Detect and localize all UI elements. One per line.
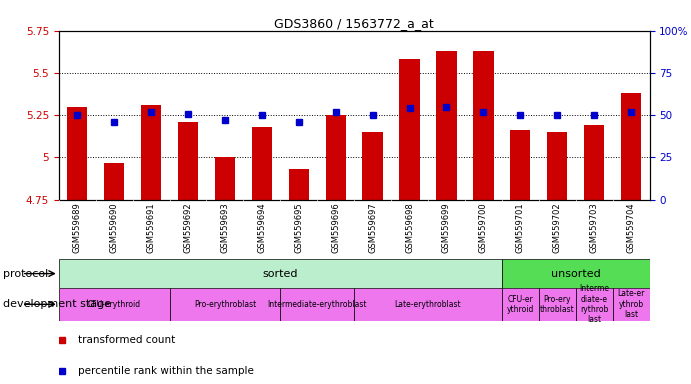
Bar <box>281 288 354 321</box>
Bar <box>104 162 124 200</box>
Text: development stage: development stage <box>3 299 111 310</box>
Text: unsorted: unsorted <box>551 268 600 279</box>
Title: GDS3860 / 1563772_a_at: GDS3860 / 1563772_a_at <box>274 17 434 30</box>
Bar <box>502 259 650 288</box>
Bar <box>473 51 493 200</box>
Bar <box>289 169 309 200</box>
Bar <box>510 131 531 200</box>
Bar <box>502 288 539 321</box>
Bar <box>621 93 641 200</box>
Bar <box>576 288 613 321</box>
Text: Late-erythroblast: Late-erythroblast <box>395 300 462 309</box>
Text: CFU-er
ythroid: CFU-er ythroid <box>507 295 534 314</box>
Bar <box>178 122 198 200</box>
Text: GSM559689: GSM559689 <box>73 203 82 253</box>
Text: GSM559701: GSM559701 <box>515 203 524 253</box>
Text: CFU-erythroid: CFU-erythroid <box>88 300 141 309</box>
Text: GSM559690: GSM559690 <box>110 203 119 253</box>
Text: GSM559700: GSM559700 <box>479 203 488 253</box>
Bar <box>325 115 346 200</box>
Bar <box>539 288 576 321</box>
Text: GSM559698: GSM559698 <box>405 203 414 253</box>
Text: percentile rank within the sample: percentile rank within the sample <box>78 366 254 376</box>
Text: Pro-erythroblast: Pro-erythroblast <box>193 300 256 309</box>
Text: GSM559697: GSM559697 <box>368 203 377 253</box>
Text: GSM559691: GSM559691 <box>146 203 155 253</box>
Text: GSM559694: GSM559694 <box>257 203 266 253</box>
Bar <box>169 288 281 321</box>
Bar <box>59 259 502 288</box>
Text: GSM559692: GSM559692 <box>184 203 193 253</box>
Text: GSM559693: GSM559693 <box>220 203 229 253</box>
Text: GSM559704: GSM559704 <box>627 203 636 253</box>
Bar <box>252 127 272 200</box>
Bar <box>613 288 650 321</box>
Bar <box>215 157 235 200</box>
Text: Late-er
ythrob
last: Late-er ythrob last <box>617 290 645 319</box>
Bar <box>59 288 169 321</box>
Text: sorted: sorted <box>263 268 298 279</box>
Bar <box>67 107 87 200</box>
Text: GSM559702: GSM559702 <box>553 203 562 253</box>
Bar <box>584 125 605 200</box>
Bar <box>354 288 502 321</box>
Bar <box>141 105 161 200</box>
Text: GSM559699: GSM559699 <box>442 203 451 253</box>
Text: Pro-ery
throblast: Pro-ery throblast <box>540 295 575 314</box>
Text: GSM559703: GSM559703 <box>589 203 598 253</box>
Text: protocol: protocol <box>3 268 48 279</box>
Text: GSM559695: GSM559695 <box>294 203 303 253</box>
Text: Interme
diate-e
rythrob
last: Interme diate-e rythrob last <box>579 284 609 324</box>
Text: GSM559696: GSM559696 <box>331 203 340 253</box>
Text: Intermediate-erythroblast: Intermediate-erythroblast <box>267 300 367 309</box>
Bar <box>436 51 457 200</box>
Bar <box>399 60 419 200</box>
Text: transformed count: transformed count <box>78 334 176 345</box>
Bar <box>363 132 383 200</box>
Bar <box>547 132 567 200</box>
